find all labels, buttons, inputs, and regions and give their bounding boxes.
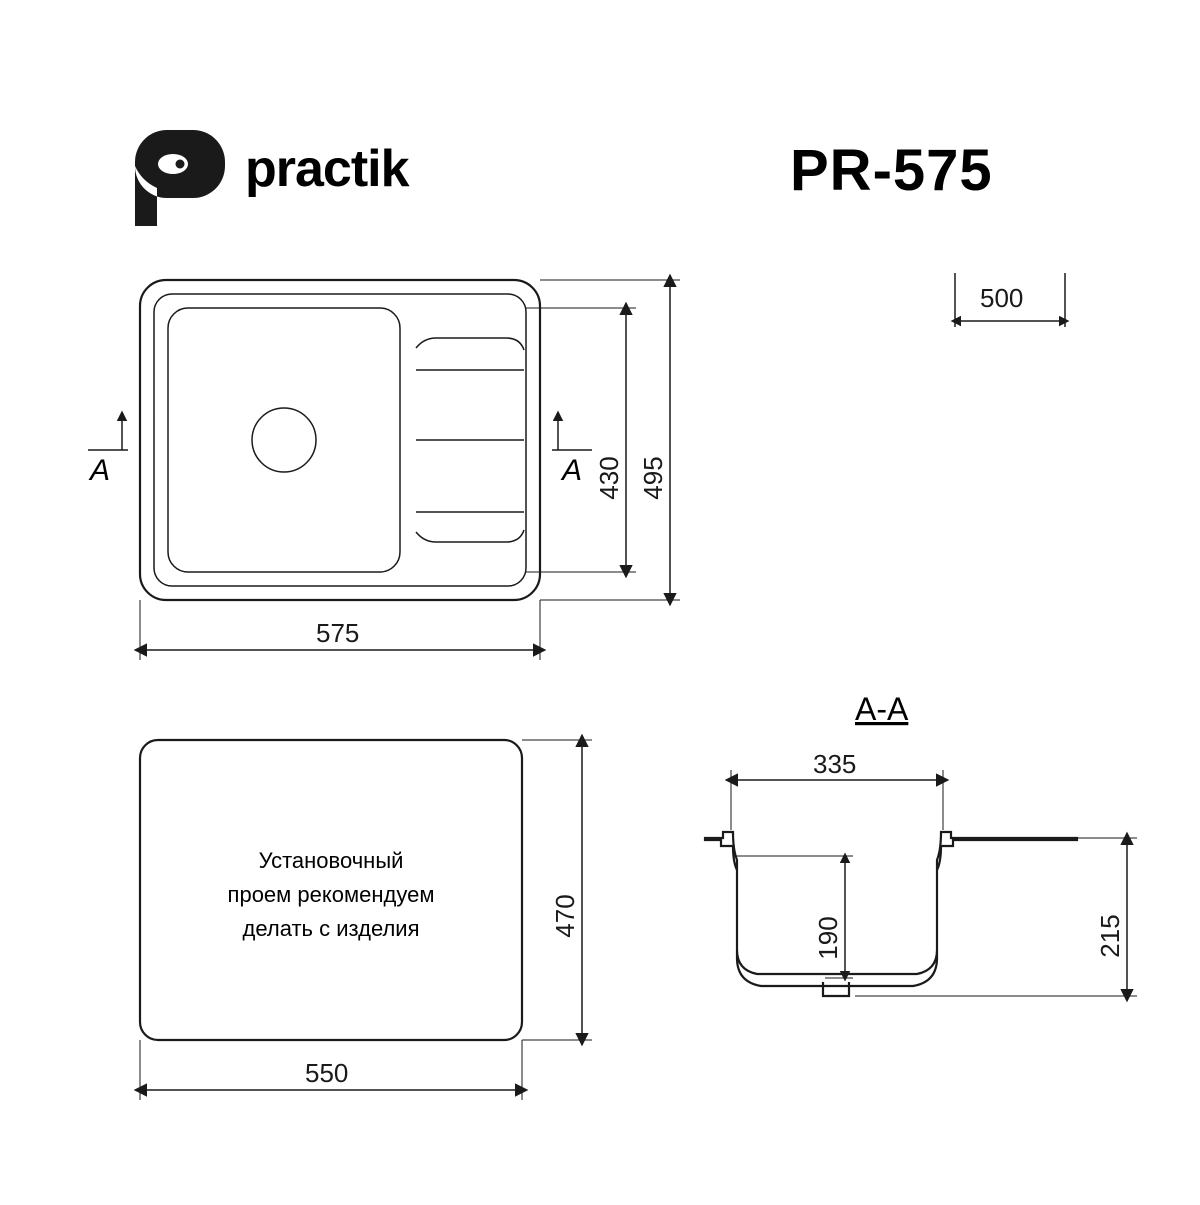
section-overall-depth: 215 — [1095, 914, 1125, 957]
top-width-label: 575 — [316, 618, 359, 648]
cabinet-width-label: 500 — [980, 283, 1023, 313]
technical-drawing: .thin{stroke:#1a1a1a;stroke-width:1.5;fi… — [0, 0, 1200, 1200]
logo-icon — [135, 130, 225, 226]
section-view: A-A 335 190 215 — [705, 691, 1137, 996]
cabinet-width: 500 — [955, 273, 1065, 327]
top-view: A A 575 430 495 — [88, 280, 680, 660]
top-inner-height: 430 — [594, 456, 624, 499]
model-code: PR-575 — [790, 138, 993, 203]
cutout-view: Установочный проем рекомендуем делать с … — [140, 740, 592, 1100]
brand-logo: practik — [135, 130, 410, 226]
cutout-note1: Установочный — [259, 848, 404, 873]
cutout-height-label: 470 — [550, 894, 580, 937]
section-title: A-A — [855, 691, 909, 727]
section-a-left: A — [88, 454, 110, 487]
cutout-note2: проем рекомендуем — [228, 882, 435, 907]
section-marker-right: A — [552, 420, 592, 487]
cutout-width-label: 550 — [305, 1058, 348, 1088]
brand-name: practik — [245, 140, 410, 198]
cutout-note3: делать с изделия — [243, 916, 420, 941]
section-marker-left: A — [88, 420, 128, 487]
section-a-right: A — [560, 454, 582, 487]
top-outer-height: 495 — [638, 456, 668, 499]
section-bowl-width: 335 — [813, 749, 856, 779]
section-bowl-depth: 190 — [813, 916, 843, 959]
